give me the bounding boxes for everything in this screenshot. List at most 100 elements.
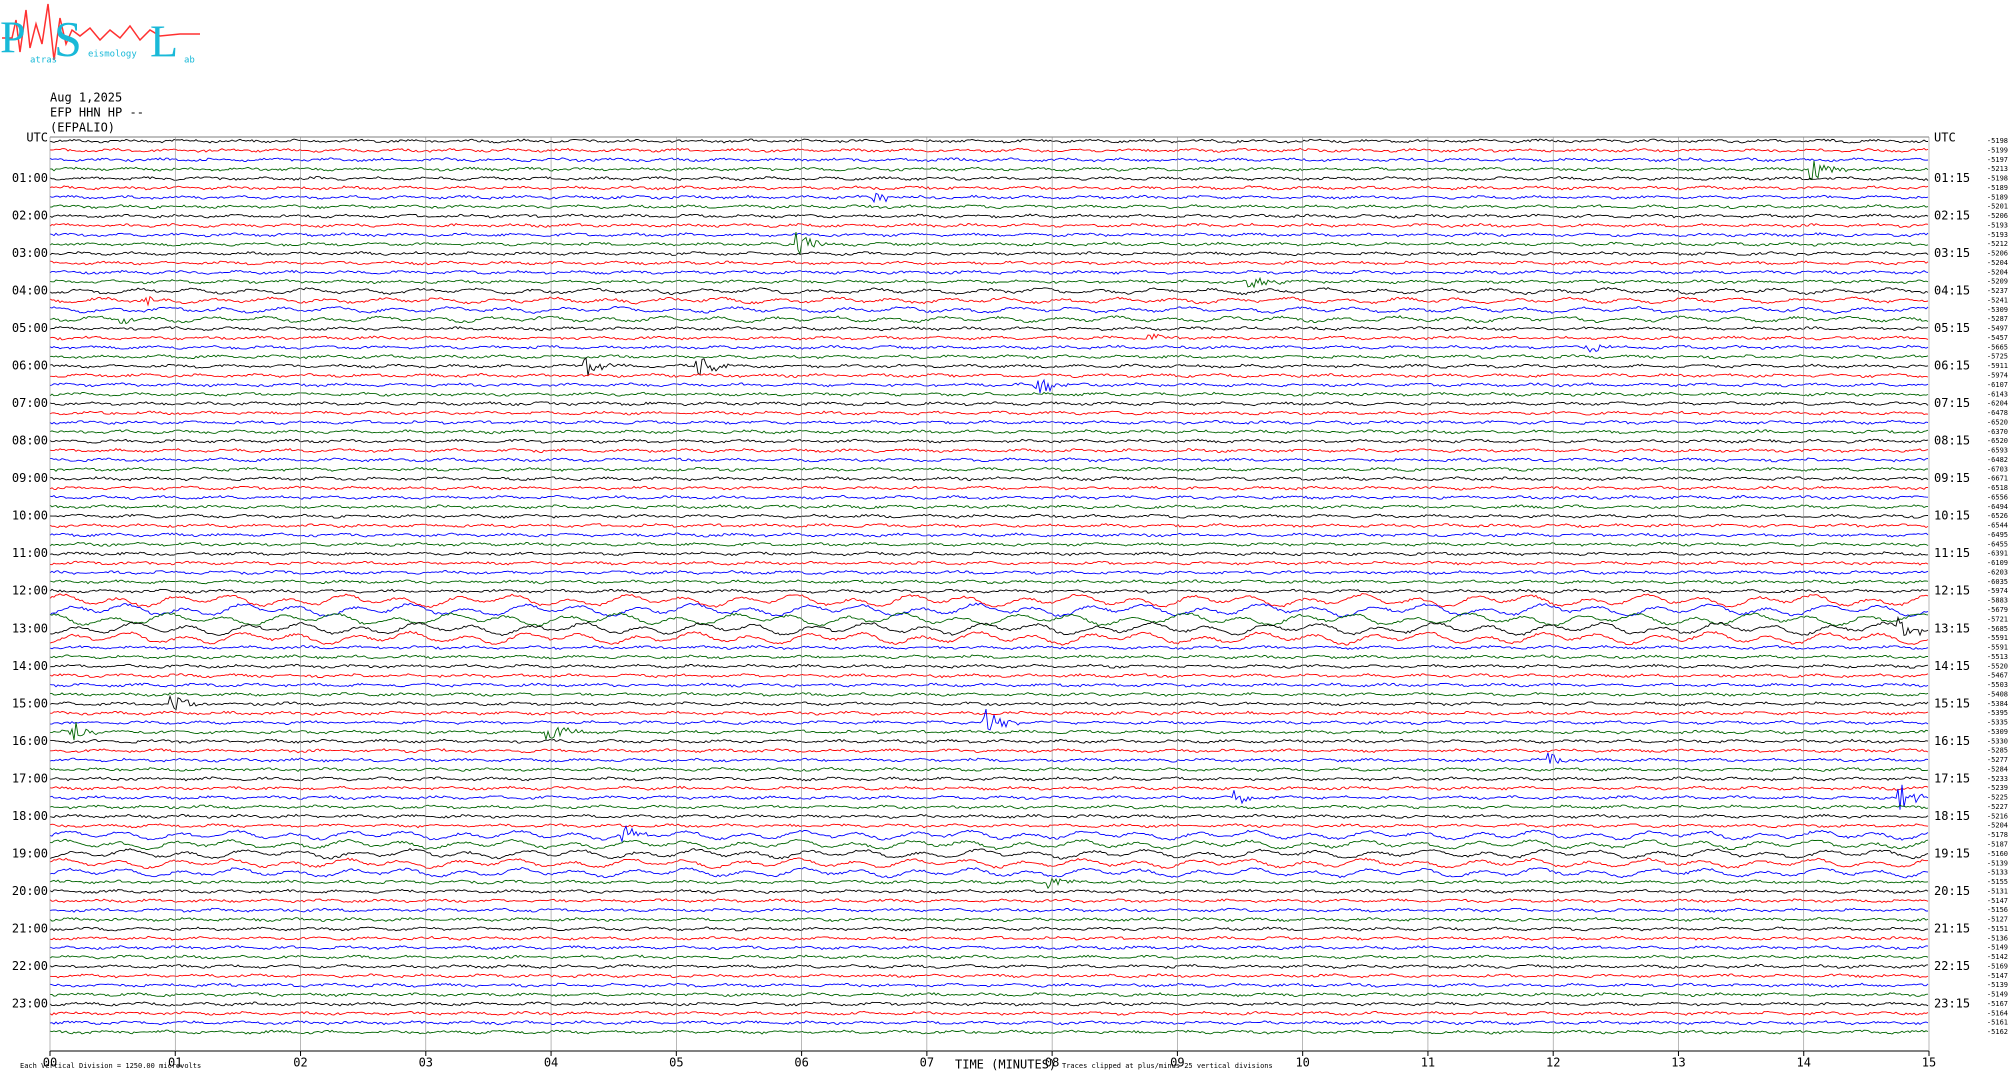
trace-offset: -5239	[1987, 784, 2008, 792]
trace-offset: -6526	[1987, 512, 2008, 520]
x-tick-label: 10	[1295, 1056, 1309, 1070]
left-time-label: 14:00	[12, 659, 48, 673]
trace	[49, 513, 1929, 519]
trace-offset: -5974	[1987, 587, 2008, 595]
trace	[49, 354, 1929, 360]
trace-offset: -5198	[1987, 175, 2008, 183]
right-time-label: 12:15	[1934, 584, 1970, 598]
trace-offset: -5201	[1987, 203, 2008, 211]
trace-offset: -5199	[1987, 146, 2008, 154]
trace	[49, 213, 1929, 219]
x-tick-label: 09	[1170, 1056, 1184, 1070]
trace	[49, 204, 1929, 210]
trace-offset: -5467	[1987, 672, 2008, 680]
right-time-label: 01:15	[1934, 171, 1970, 185]
trace	[49, 1020, 1929, 1026]
trace	[49, 691, 1929, 697]
trace	[49, 570, 1929, 576]
trace-offset: -5169	[1987, 962, 2008, 970]
trace-offset: -6391	[1987, 550, 2008, 558]
trace-offset: -5193	[1987, 221, 2008, 229]
trace-offset: -5127	[1987, 916, 2008, 924]
trace	[49, 963, 1929, 969]
trace	[49, 306, 1929, 314]
trace	[49, 138, 1929, 144]
trace	[49, 907, 1928, 913]
x-tick-label: 12	[1546, 1056, 1560, 1070]
trace-offset: -6203	[1987, 568, 2008, 576]
trace-offset: -5147	[1987, 972, 2008, 980]
left-time-label: 05:00	[12, 321, 48, 335]
trace-offset: -5395	[1987, 709, 2008, 717]
trace-offset: -6143	[1987, 390, 2008, 398]
trace-offset: -6520	[1987, 437, 2008, 445]
right-time-label: 11:15	[1934, 546, 1970, 560]
trace	[49, 785, 1929, 791]
trace	[49, 982, 1929, 988]
x-tick-label: 00	[43, 1056, 57, 1070]
trace-offset: -5384	[1987, 700, 2008, 708]
trace	[49, 823, 1929, 829]
trace	[49, 766, 1929, 773]
trace-offset: -5335	[1987, 719, 2008, 727]
logo-letter: P	[0, 12, 26, 63]
date: Aug 1,2025	[50, 91, 122, 105]
right-time-label: 20:15	[1934, 884, 1970, 898]
trace-offset: -5142	[1987, 953, 2008, 961]
trace-offset: -5198	[1987, 137, 2008, 145]
trace-offset: -5241	[1987, 296, 2008, 304]
trace-offset: -5277	[1987, 756, 2008, 764]
trace-offset: -5149	[1987, 944, 2008, 952]
trace	[50, 457, 1929, 463]
trace-offset: -5408	[1987, 690, 2008, 698]
trace-offset: -5233	[1987, 775, 2008, 783]
right-time-label: 02:15	[1934, 209, 1970, 223]
left-time-label: 16:00	[12, 734, 48, 748]
trace-offset: -5189	[1987, 184, 2008, 192]
trace	[49, 752, 1929, 765]
trace-offset: -5162	[1987, 1028, 2008, 1036]
trace-offset: -5212	[1987, 240, 2008, 248]
logo-letter: L	[150, 16, 178, 67]
trace-offset: -5591	[1987, 644, 2008, 652]
trace	[49, 579, 1929, 585]
trace-offset: -5285	[1987, 747, 2008, 755]
trace	[49, 560, 1929, 566]
trace	[49, 738, 1929, 744]
trace-offset: -6455	[1987, 540, 2008, 548]
left-time-label: 09:00	[12, 471, 48, 485]
logo-word: ab	[184, 56, 195, 66]
trace-offset: -5167	[1987, 1000, 2008, 1008]
x-tick-label: 04	[544, 1056, 558, 1070]
trace	[49, 401, 1929, 407]
trace-offset: -5131	[1987, 887, 2008, 895]
trace	[50, 748, 1929, 754]
trace	[49, 867, 1929, 879]
trace-offset: -5178	[1987, 831, 2008, 839]
trace-offset: -6478	[1987, 409, 2008, 417]
trace	[49, 954, 1929, 960]
trace-offset: -5685	[1987, 625, 2008, 633]
trace	[49, 391, 1929, 397]
left-time-label: 06:00	[12, 359, 48, 373]
right-time-label: 18:15	[1934, 809, 1970, 823]
trace	[50, 722, 1929, 741]
trace-offset: -5155	[1987, 878, 2008, 886]
trace	[49, 876, 1929, 890]
trace	[49, 682, 1929, 688]
trace-offset: -6556	[1987, 493, 2008, 501]
trace	[49, 160, 1929, 181]
trace	[49, 419, 1929, 425]
trace	[49, 630, 1929, 646]
left-time-label: 22:00	[12, 959, 48, 973]
left-time-label: 19:00	[12, 846, 48, 860]
trace	[49, 551, 1929, 557]
trace	[49, 857, 1929, 869]
left-time-label: 20:00	[12, 884, 48, 898]
x-tick-label: 01	[168, 1056, 182, 1070]
trace	[49, 232, 1929, 238]
trace	[49, 888, 1929, 894]
trace	[49, 532, 1929, 538]
trace-offset: -5309	[1987, 728, 2008, 736]
